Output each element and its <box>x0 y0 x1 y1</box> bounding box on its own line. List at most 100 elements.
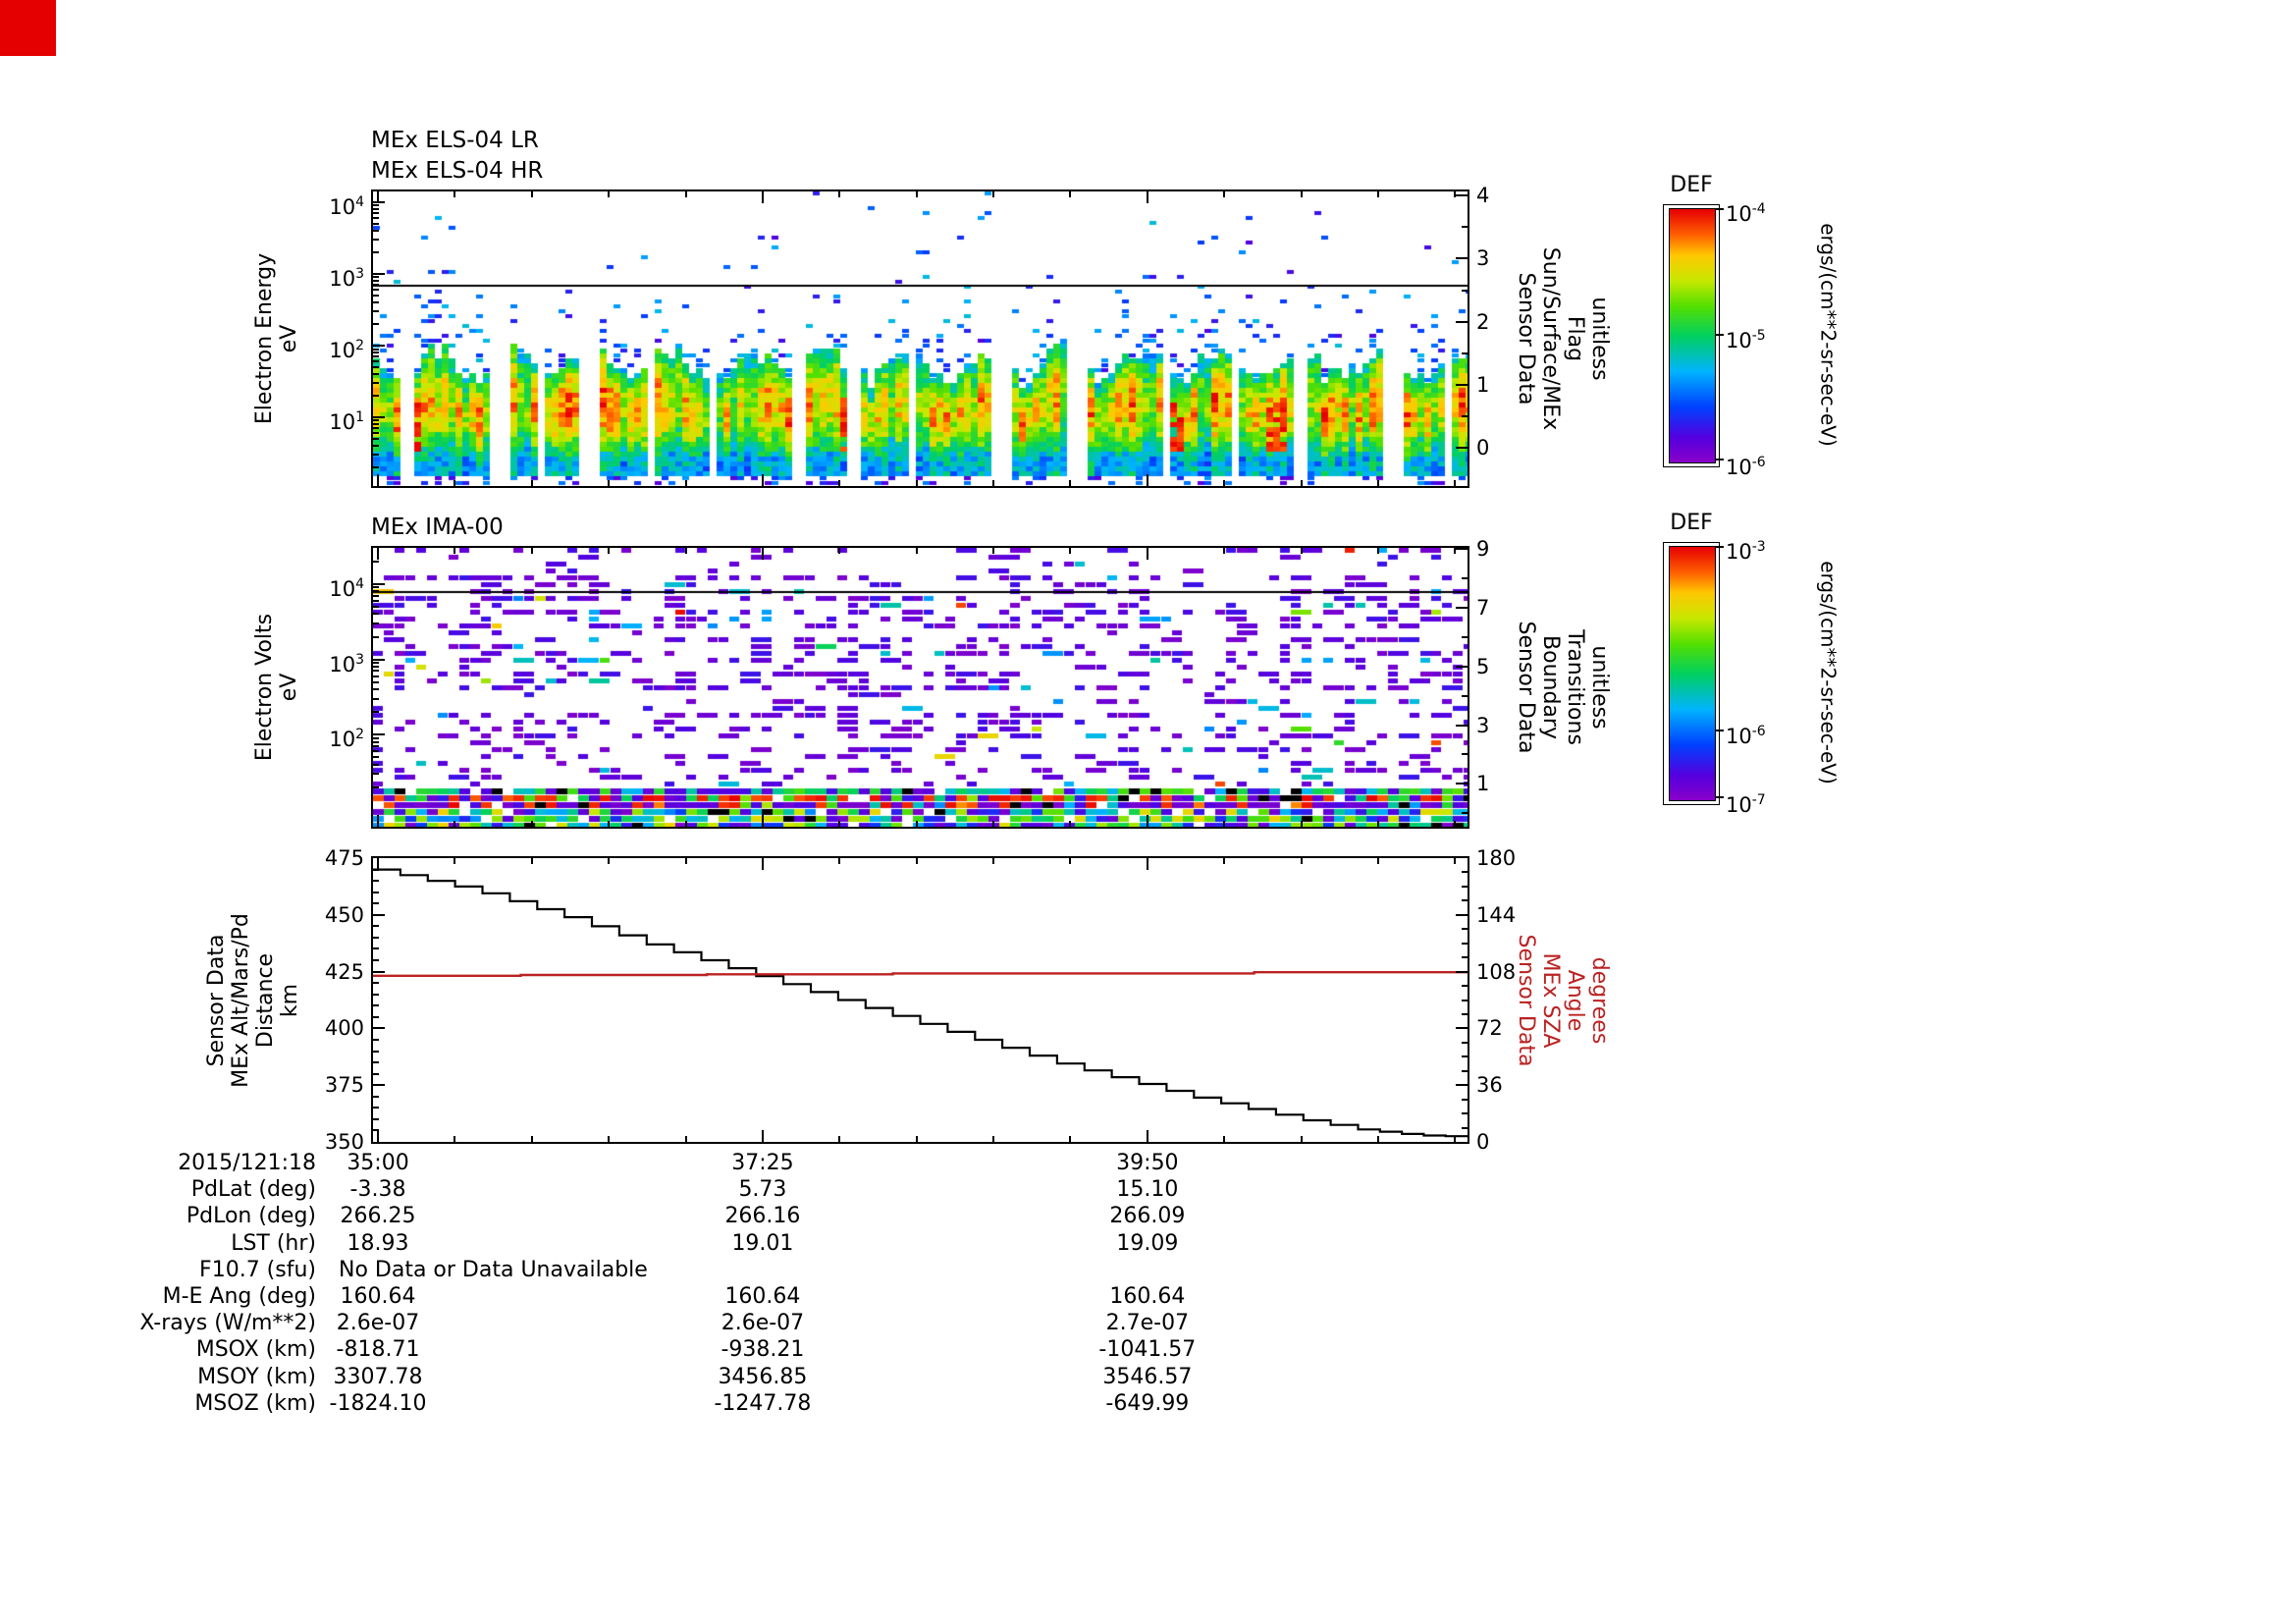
tick-mark <box>373 454 379 456</box>
tick-mark <box>373 1027 385 1029</box>
tick-mark <box>373 273 385 275</box>
right-tick-label: 1 <box>1476 772 1490 796</box>
tick-mark <box>1456 783 1468 784</box>
table-value: 3456.85 <box>718 1364 808 1389</box>
tick-mark <box>373 201 385 203</box>
alt-y-axis-label: Sensor Data MEx Alt/Mars/Pd Distance km <box>204 912 302 1088</box>
tick-mark <box>1301 1136 1303 1142</box>
right-tick-label: 3 <box>1476 713 1490 737</box>
tick-mark <box>992 1136 994 1142</box>
tick-mark <box>373 756 379 758</box>
colorbar-tick-mark <box>1716 208 1724 210</box>
tick-mark <box>838 191 840 197</box>
table-value: 2.7e-07 <box>1105 1311 1190 1336</box>
tick-mark <box>1462 226 1468 228</box>
colorbar-tick-label: 10-7 <box>1726 792 1766 817</box>
table-value: 2.6e-07 <box>336 1311 420 1336</box>
ima-panel-title: MEx IMA-00 <box>371 514 504 540</box>
tick-mark <box>916 821 918 827</box>
table-value: 160.64 <box>1109 1284 1186 1309</box>
tick-mark <box>916 1136 918 1142</box>
ima-y-axis-label: Electron Volts eV <box>252 613 301 762</box>
right-tick-label: 180 <box>1476 846 1517 870</box>
table-value: -1247.78 <box>714 1390 812 1416</box>
tick-mark <box>373 786 379 788</box>
tick-mark <box>373 212 379 214</box>
els-panel-title-hr: MEx ELS-04 HR <box>371 158 544 184</box>
right-tick-label: 4 <box>1476 183 1490 207</box>
ima-right-axis-label: unitless Transitions Boundary Sensor Dat… <box>1514 621 1612 754</box>
colorbar-tick-label: 10-6 <box>1726 455 1766 479</box>
tick-mark <box>373 395 379 397</box>
tick-mark <box>992 480 994 486</box>
tick-mark <box>838 548 840 554</box>
tick-mark <box>373 741 379 743</box>
tick-mark <box>373 1073 379 1075</box>
tick-mark <box>1147 858 1148 870</box>
table-value: -649.99 <box>1105 1390 1190 1416</box>
tick-mark <box>1456 607 1468 609</box>
tick-mark <box>1462 871 1468 873</box>
x-axis-time-label: 37:25 <box>731 1151 794 1175</box>
altitude-sza-panel <box>371 856 1469 1144</box>
tick-mark <box>762 858 764 870</box>
colorbar-units-label: ergs/(cm**2-sr-sec-eV) <box>1816 561 1841 784</box>
tick-mark <box>373 880 379 882</box>
tick-mark <box>1456 194 1468 196</box>
tick-mark <box>377 1130 379 1142</box>
tick-mark <box>916 480 918 486</box>
tick-mark <box>1462 636 1468 638</box>
tick-mark <box>1069 480 1071 486</box>
tick-mark <box>762 1130 764 1142</box>
els-spectrogram-canvas <box>373 191 1468 486</box>
tick-mark <box>373 360 379 362</box>
tick-mark <box>685 480 687 486</box>
tick-mark <box>373 1051 379 1053</box>
tick-mark <box>531 1136 533 1142</box>
tick-mark <box>373 636 379 638</box>
tick-mark <box>454 480 455 486</box>
tick-mark <box>373 613 379 615</box>
table-row-label: MSOY (km) <box>197 1364 316 1389</box>
tick-mark <box>1147 815 1148 827</box>
table-row-label: MSOZ (km) <box>194 1390 316 1416</box>
tick-mark <box>838 1136 840 1142</box>
tick-mark <box>1462 1055 1468 1057</box>
right-tick-label: 144 <box>1476 902 1517 927</box>
tick-mark <box>992 821 994 827</box>
tick-mark <box>1069 1136 1071 1142</box>
tick-mark <box>1462 928 1468 930</box>
tick-mark <box>454 191 455 197</box>
tick-mark <box>1223 821 1225 827</box>
tick-mark <box>762 474 764 486</box>
tick-mark <box>454 548 455 554</box>
colorbar-tick-mark <box>1716 796 1724 798</box>
tick-mark <box>1456 321 1468 323</box>
tick-mark <box>1456 971 1468 973</box>
tick-mark <box>1462 1099 1468 1101</box>
tick-mark <box>1456 1084 1468 1086</box>
tick-mark <box>685 1136 687 1142</box>
table-value: 160.64 <box>340 1284 416 1309</box>
ima-spectrogram-canvas <box>373 548 1468 827</box>
tick-mark <box>373 711 379 713</box>
colorbar-tick-label: 10-6 <box>1726 724 1766 749</box>
tick-mark <box>1223 548 1225 554</box>
table-value: -818.71 <box>336 1337 420 1363</box>
tick-mark <box>1462 1013 1468 1015</box>
x-axis-time-label: 39:50 <box>1116 1151 1179 1175</box>
tick-mark <box>1147 191 1148 203</box>
tick-mark <box>916 858 918 864</box>
tick-mark <box>1456 384 1468 386</box>
tick-mark <box>685 821 687 827</box>
tick-mark <box>373 902 379 904</box>
tick-mark <box>531 191 533 197</box>
tick-mark <box>1462 812 1468 814</box>
tick-mark <box>377 815 379 827</box>
tick-mark <box>373 349 379 351</box>
tick-mark <box>373 733 385 735</box>
tick-mark <box>1377 821 1379 827</box>
tick-mark <box>373 698 379 700</box>
table-value: 18.93 <box>347 1230 409 1256</box>
table-value: 15.10 <box>1116 1177 1179 1203</box>
